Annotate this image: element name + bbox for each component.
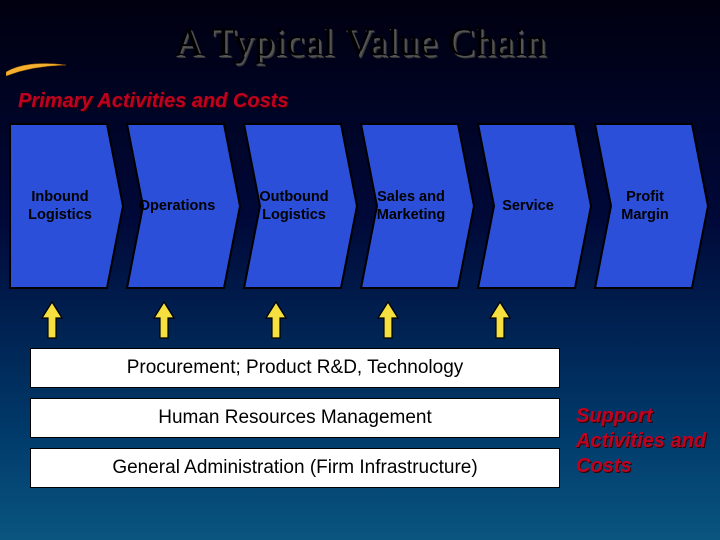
chain-chevron: Operations — [125, 122, 242, 290]
support-activity-box: Human Resources Management — [30, 398, 560, 438]
primary-subtitle: Primary Activities and Costs — [18, 90, 288, 113]
chain-chevron-label: Profit Margin — [599, 122, 691, 290]
chain-chevron-label: Outbound Logistics — [248, 122, 340, 290]
chain-chevron-label: Sales and Marketing — [365, 122, 457, 290]
support-activities-label: Support Activities and Costs — [576, 404, 716, 479]
chain-chevron: Profit Margin — [593, 122, 710, 290]
chain-chevron: Sales and Marketing — [359, 122, 476, 290]
up-arrow-icon — [264, 300, 288, 340]
chain-chevron-label: Service — [482, 122, 574, 290]
up-arrow-icon — [152, 300, 176, 340]
chain-chevron: Outbound Logistics — [242, 122, 359, 290]
up-arrow-icon — [376, 300, 400, 340]
chain-chevron-label: Operations — [131, 122, 223, 290]
support-activity-box: Procurement; Product R&D, Technology — [30, 348, 560, 388]
value-chain-row: Inbound Logistics Operations Outbound Lo… — [8, 122, 710, 290]
up-arrow-icon — [488, 300, 512, 340]
slide-title: A Typical Value Chain — [0, 18, 720, 65]
up-arrow-icon — [40, 300, 64, 340]
chain-chevron: Service — [476, 122, 593, 290]
chain-chevron: Inbound Logistics — [8, 122, 125, 290]
chain-chevron-label: Inbound Logistics — [14, 122, 106, 290]
support-activity-box: General Administration (Firm Infrastruct… — [30, 448, 560, 488]
up-arrows-row — [40, 300, 610, 340]
